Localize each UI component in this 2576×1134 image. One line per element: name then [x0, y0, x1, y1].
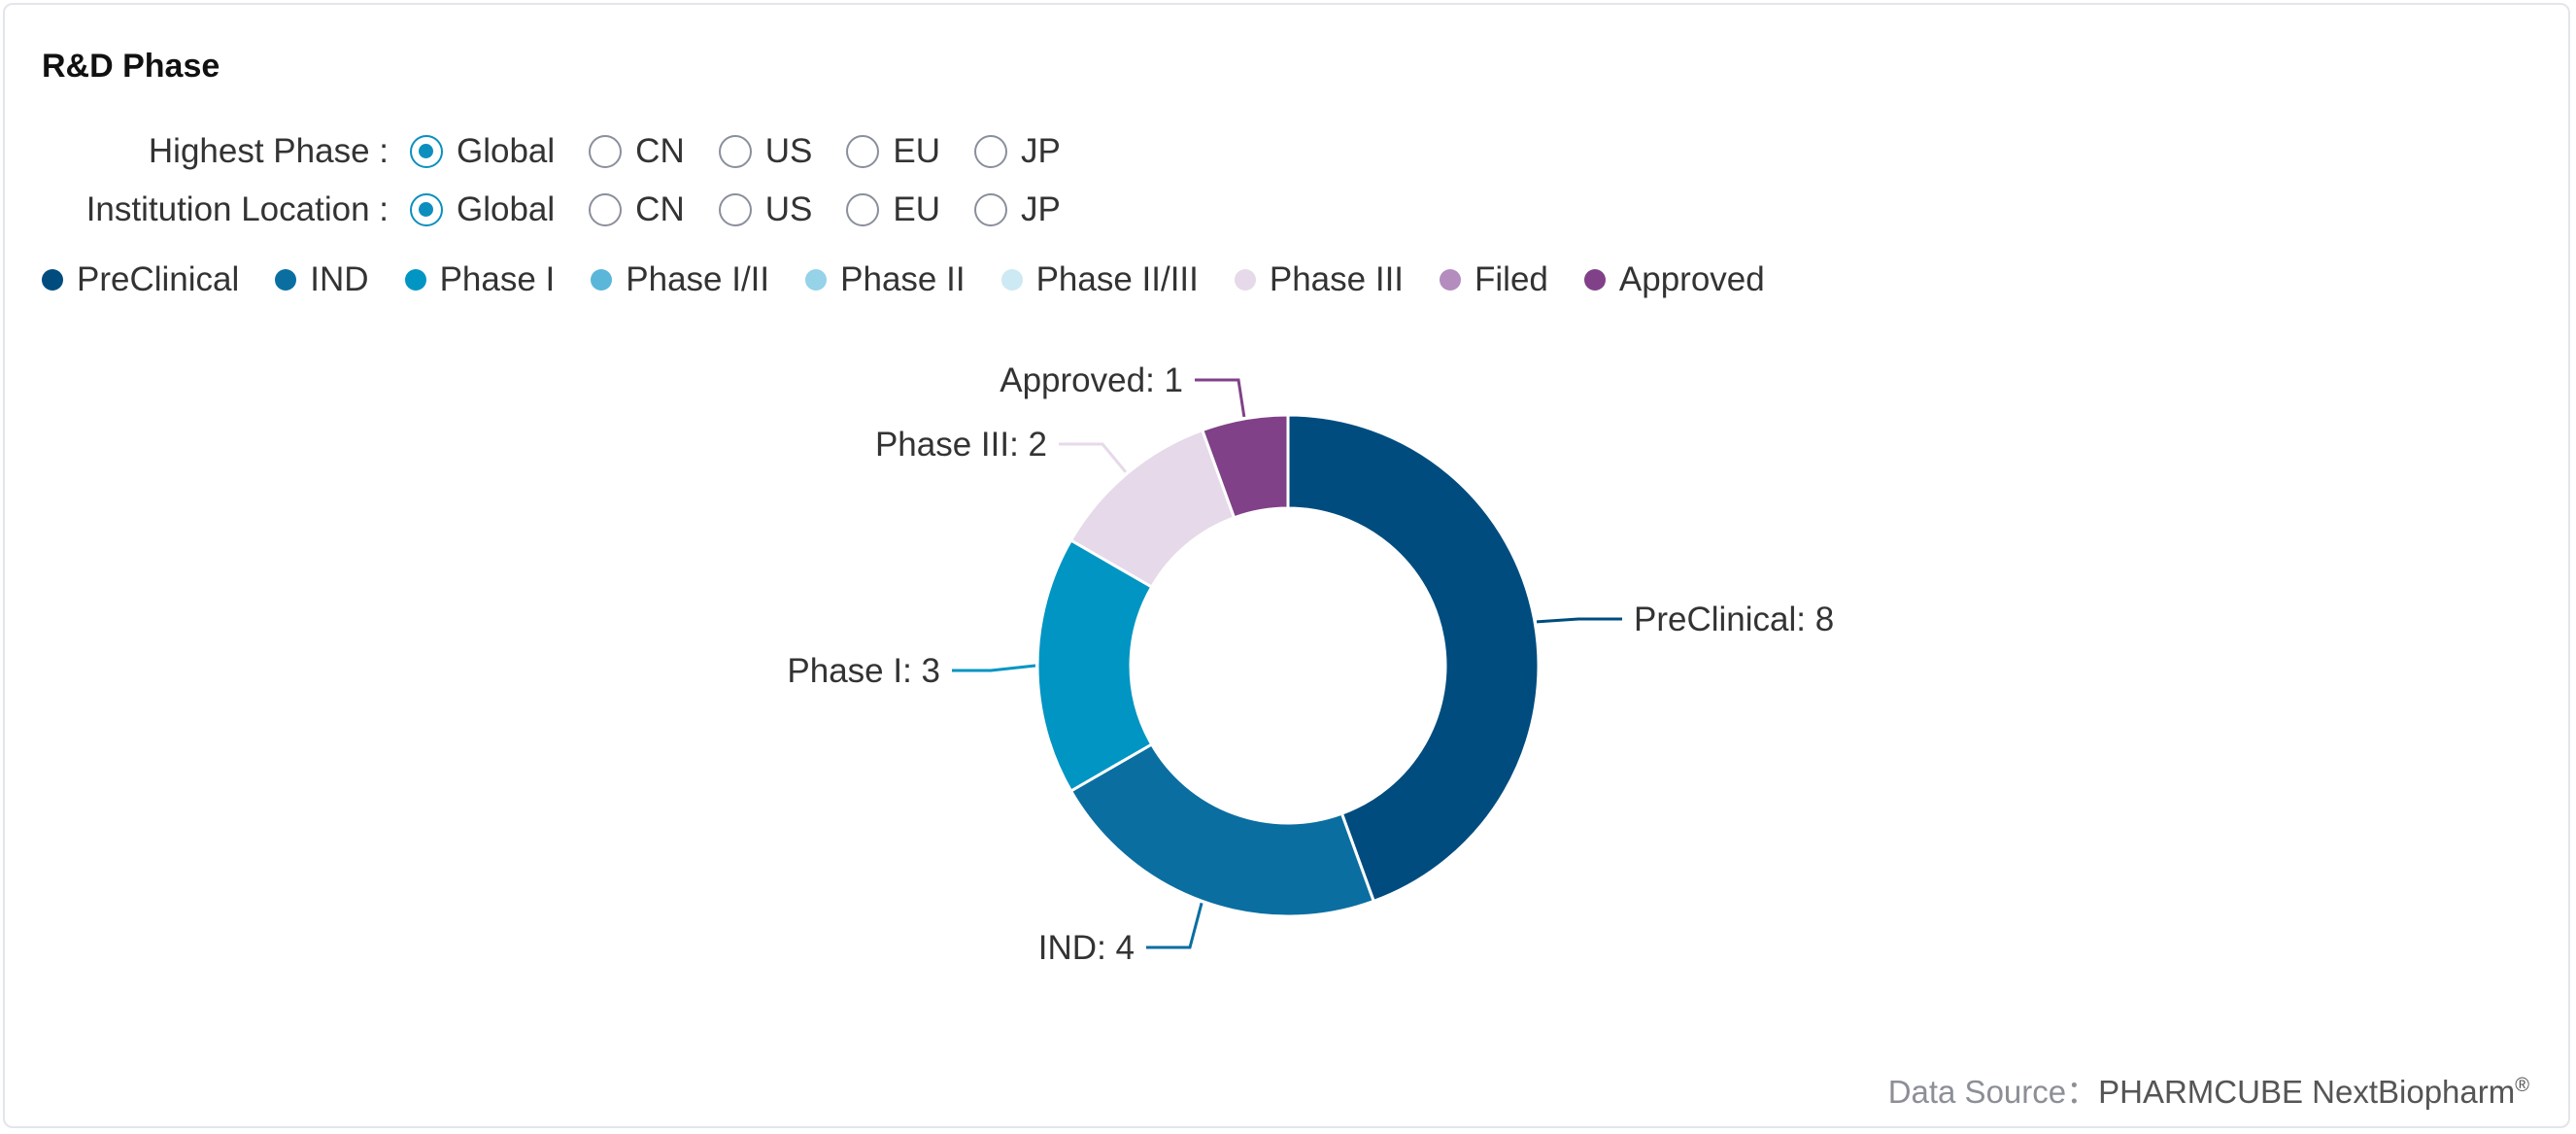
option-label: CN [635, 132, 685, 170]
leader-line [952, 664, 1036, 672]
data-source-footer: Data Source：PHARMCUBE NextBiopharm® [1888, 1066, 2529, 1113]
legend-dot-icon [404, 269, 426, 291]
option-label: Global [457, 190, 556, 228]
radio-checked-icon[interactable] [410, 193, 443, 226]
institution-location-option-eu[interactable]: EU [846, 190, 940, 229]
legend-item-preclinical[interactable]: PreClinical [42, 260, 239, 299]
option-label: CN [635, 190, 685, 228]
legend-label: Phase II/III [1035, 260, 1199, 298]
radio-icon[interactable] [718, 135, 752, 168]
legend-label: Phase I [439, 260, 556, 298]
radio-checked-icon[interactable] [410, 135, 443, 168]
highest-phase-options: Global CN US EU JP [410, 132, 1095, 171]
radio-icon[interactable] [589, 193, 623, 226]
radio-icon[interactable] [718, 193, 752, 226]
legend-label: Phase III [1269, 260, 1405, 298]
legend-dot-icon [42, 269, 63, 291]
institution-location-options: Global CN US EU JP [410, 190, 1095, 229]
legend-label: PreClinical [77, 260, 240, 298]
institution-location-option-cn[interactable]: CN [589, 190, 685, 229]
highest-phase-option-eu[interactable]: EU [846, 132, 940, 171]
slice-label: Phase III: 2 [875, 426, 1047, 464]
institution-location-option-global[interactable]: Global [410, 190, 555, 229]
option-label: EU [893, 132, 940, 170]
radio-icon[interactable] [589, 135, 623, 168]
highest-phase-option-cn[interactable]: CN [589, 132, 685, 171]
legend-item-phase-i-ii[interactable]: Phase I/II [591, 260, 769, 299]
slice-label: Approved: 1 [1000, 361, 1183, 399]
leader-line [1146, 902, 1203, 949]
donut-slice-phase-i[interactable] [1035, 537, 1154, 794]
highest-phase-label: Highest Phase : [148, 132, 389, 170]
legend-dot-icon [1000, 269, 1023, 291]
data-source-name[interactable]: PHARMCUBE NextBiopharm [2098, 1074, 2516, 1110]
option-label: US [764, 190, 813, 228]
highest-phase-option-jp[interactable]: JP [973, 132, 1061, 171]
legend-label: IND [310, 260, 369, 298]
legend-item-filed[interactable]: Filed [1440, 260, 1548, 299]
legend-dot-icon [1440, 269, 1462, 291]
highest-phase-filter: Highest Phase : Global CN US EU JP [5, 127, 1095, 176]
donut-slice-ind[interactable] [1068, 741, 1376, 918]
slice-label: IND: 4 [1038, 929, 1135, 967]
highest-phase-option-us[interactable]: US [718, 132, 813, 171]
option-label: EU [893, 190, 940, 228]
legend-item-phase-ii-iii[interactable]: Phase II/III [1000, 260, 1199, 299]
legend-item-ind[interactable]: IND [275, 260, 369, 299]
chart-legend: PreClinical IND Phase I Phase I/II Phase II P… [42, 256, 1801, 304]
leader-line [1059, 442, 1128, 473]
slice-label: Phase I: 3 [787, 652, 940, 690]
legend-item-phase-iii[interactable]: Phase III [1234, 260, 1405, 299]
leader-line [1195, 378, 1246, 418]
legend-dot-icon [591, 269, 613, 291]
legend-dot-icon [1583, 269, 1606, 291]
radio-icon[interactable] [973, 135, 1007, 168]
legend-label: Filed [1474, 260, 1548, 298]
option-label: JP [1020, 132, 1061, 170]
legend-label: Approved [1618, 260, 1765, 298]
option-label: Global [457, 132, 556, 170]
card-title: R&D Phase [42, 48, 220, 85]
legend-dot-icon [805, 269, 828, 291]
legend-label: Phase II [840, 260, 966, 298]
donut-chart: PreClinical: 8 IND: 4 Phase I: 3 Phase III:… [787, 361, 1834, 967]
highest-phase-option-global[interactable]: Global [410, 132, 555, 171]
registered-mark: ® [2515, 1075, 2529, 1096]
donut-slice-approved[interactable] [1200, 413, 1290, 520]
donut-slice-preclinical[interactable] [1286, 413, 1541, 904]
institution-location-label: Institution Location : [85, 190, 389, 228]
legend-dot-icon [275, 269, 297, 291]
institution-location-filter: Institution Location : Global CN US EU J… [5, 186, 1095, 234]
radio-icon[interactable] [846, 193, 880, 226]
legend-label: Phase I/II [626, 260, 770, 298]
leader-line [1536, 617, 1622, 624]
rd-phase-card: R&D Phase Highest Phase : Global CN US E… [3, 3, 2570, 1128]
radio-icon[interactable] [973, 193, 1007, 226]
legend-item-phase-i[interactable]: Phase I [404, 260, 556, 299]
radio-icon[interactable] [846, 135, 880, 168]
option-label: JP [1020, 190, 1061, 228]
legend-item-approved[interactable]: Approved [1583, 260, 1765, 299]
legend-item-phase-ii[interactable]: Phase II [805, 260, 966, 299]
institution-location-option-us[interactable]: US [718, 190, 813, 229]
data-source-prefix: Data Source： [1887, 1074, 2099, 1110]
option-label: US [764, 132, 813, 170]
institution-location-option-jp[interactable]: JP [973, 190, 1061, 229]
slice-label: PreClinical: 8 [1634, 601, 1834, 638]
legend-dot-icon [1234, 269, 1256, 291]
